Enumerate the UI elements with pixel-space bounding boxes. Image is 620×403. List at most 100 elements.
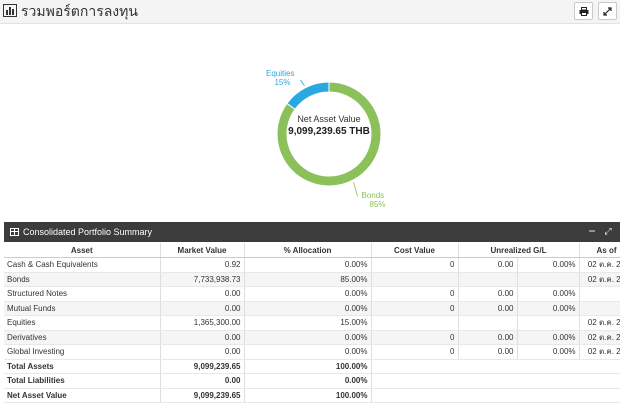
donut-label-connector <box>353 182 358 197</box>
table-row[interactable]: Mutual Funds 0.00 0.00% 0 0.00 0.00% <box>4 301 620 316</box>
table-row[interactable]: Cash & Cash Equivalents 0.92 0.00% 0 0.00 0.0… <box>4 257 620 273</box>
total-allocation-cell: 100.00% <box>244 358 372 374</box>
expand-panel-button[interactable]: ⤢ <box>604 226 612 236</box>
fullscreen-button[interactable] <box>598 2 617 20</box>
column-header-unrealized-gl[interactable]: Unrealized G/L <box>458 243 580 258</box>
unrealized-gl-cell: 0.00 <box>458 301 518 316</box>
minimize-panel-button[interactable]: − <box>588 224 596 238</box>
cost-value-cell <box>371 272 459 287</box>
column-header-allocation[interactable]: % Allocation <box>244 243 372 258</box>
table-icon <box>10 228 19 236</box>
allocation-cell: 85.00% <box>244 272 372 287</box>
page-header: รวมพอร์ตการลงทุน <box>0 0 620 24</box>
donut-slice-equities[interactable] <box>286 81 330 111</box>
total-market-value-cell: 9,099,239.65 <box>160 387 245 403</box>
unrealized-gl-cell: 0.00 <box>458 286 518 302</box>
total-label-cell: Total Liabilities <box>4 373 161 389</box>
unrealized-gl-percent-cell <box>517 272 580 287</box>
total-allocation-cell: 100.00% <box>244 387 372 403</box>
asset-cell: Bonds <box>4 272 161 287</box>
unrealized-gl-cell: 0.00 <box>458 257 518 273</box>
table-row[interactable]: Global Investing 0.00 0.00% 0 0.00 0.00% 02 ต.… <box>4 344 620 360</box>
print-button[interactable] <box>574 2 593 20</box>
unrealized-gl-percent-cell: 0.00% <box>517 330 580 345</box>
unrealized-gl-percent-cell: 0.00% <box>517 286 580 302</box>
total-empty-cell <box>371 387 620 403</box>
table-row[interactable]: Structured Notes 0.00 0.00% 0 0.00 0.00% <box>4 286 620 302</box>
unrealized-gl-cell: 0.00 <box>458 330 518 345</box>
asset-cell: Equities <box>4 315 161 331</box>
market-value-cell: 1,365,300.00 <box>160 315 245 331</box>
cost-value-cell <box>371 315 459 331</box>
cost-value-cell: 0 <box>371 330 459 345</box>
allocation-cell: 15.00% <box>244 315 372 331</box>
panel-header: Consolidated Portfolio Summary − ⤢ <box>4 222 620 242</box>
unrealized-gl-cell <box>458 272 518 287</box>
donut-label-connector <box>300 79 305 87</box>
unrealized-gl-percent-cell <box>517 315 580 331</box>
column-header-cost-value[interactable]: Cost Value <box>371 243 459 258</box>
allocation-cell: 0.00% <box>244 286 372 302</box>
allocation-chart-area: Equities 15% Bonds 85% <box>0 24 620 222</box>
donut-label-name: Bonds <box>362 191 385 200</box>
unrealized-gl-cell: 0.00 <box>458 344 518 360</box>
expand-icon <box>603 7 612 16</box>
print-icon <box>579 7 588 16</box>
total-row: Total Assets 9,099,239.65 100.00% <box>4 358 620 374</box>
asset-cell: Derivatives <box>4 330 161 345</box>
market-value-cell: 0.00 <box>160 286 245 302</box>
as-of-cell <box>579 286 620 302</box>
total-market-value-cell: 9,099,239.65 <box>160 358 245 374</box>
allocation-cell: 0.00% <box>244 257 372 273</box>
market-value-cell: 0.00 <box>160 330 245 345</box>
total-empty-cell <box>371 358 620 374</box>
as-of-cell: 02 ต.ค. 256 <box>579 257 620 273</box>
donut-label-percent: 85% <box>370 200 386 209</box>
unrealized-gl-cell <box>458 315 518 331</box>
asset-cell: Mutual Funds <box>4 301 161 316</box>
market-value-cell: 0.92 <box>160 257 245 273</box>
total-row: Net Asset Value 9,099,239.65 100.00% <box>4 387 620 403</box>
market-value-cell: 0.00 <box>160 301 245 316</box>
column-header-as-of[interactable]: As of <box>579 243 620 258</box>
market-value-cell: 0.00 <box>160 344 245 360</box>
allocation-cell: 0.00% <box>244 301 372 316</box>
as-of-cell: 02 ต.ค. 256 <box>579 344 620 360</box>
unrealized-gl-percent-cell: 0.00% <box>517 257 580 273</box>
total-allocation-cell: 0.00% <box>244 373 372 389</box>
cost-value-cell: 0 <box>371 344 459 360</box>
panel-title: Consolidated Portfolio Summary <box>23 227 153 237</box>
unrealized-gl-percent-cell: 0.00% <box>517 344 580 360</box>
donut-slice-bonds[interactable] <box>276 81 382 187</box>
page-title: รวมพอร์ตการลงทุน <box>21 3 138 19</box>
as-of-cell <box>579 301 620 316</box>
cost-value-cell: 0 <box>371 301 459 316</box>
portfolio-summary-panel: Consolidated Portfolio Summary − ⤢ Asset… <box>4 222 620 403</box>
cost-value-cell: 0 <box>371 257 459 273</box>
unrealized-gl-percent-cell: 0.00% <box>517 301 580 316</box>
cost-value-cell: 0 <box>371 286 459 302</box>
as-of-cell: 02 ต.ค. 256 <box>579 272 620 287</box>
donut-label-percent: 15% <box>274 78 290 87</box>
asset-cell: Cash & Cash Equivalents <box>4 257 161 273</box>
allocation-cell: 0.00% <box>244 330 372 345</box>
market-value-cell: 7,733,938.73 <box>160 272 245 287</box>
total-label-cell: Total Assets <box>4 358 161 374</box>
portfolio-summary-table: Asset Market Value % Allocation Cost Val… <box>4 243 620 403</box>
table-header-row: Asset Market Value % Allocation Cost Val… <box>4 243 620 258</box>
column-header-market-value[interactable]: Market Value <box>160 243 245 258</box>
donut-center-value: 9,099,239.65 THB <box>288 126 370 137</box>
asset-cell: Global Investing <box>4 344 161 360</box>
column-header-asset[interactable]: Asset <box>4 243 161 258</box>
total-row: Total Liabilities 0.00 0.00% <box>4 373 620 389</box>
donut-center-label: Net Asset Value <box>297 114 361 124</box>
as-of-cell: 02 ต.ค. 256 <box>579 330 620 345</box>
total-empty-cell <box>371 373 620 389</box>
as-of-cell: 02 ต.ค. 256 <box>579 315 620 331</box>
asset-cell: Structured Notes <box>4 286 161 302</box>
donut-label-name: Equities <box>266 69 294 78</box>
